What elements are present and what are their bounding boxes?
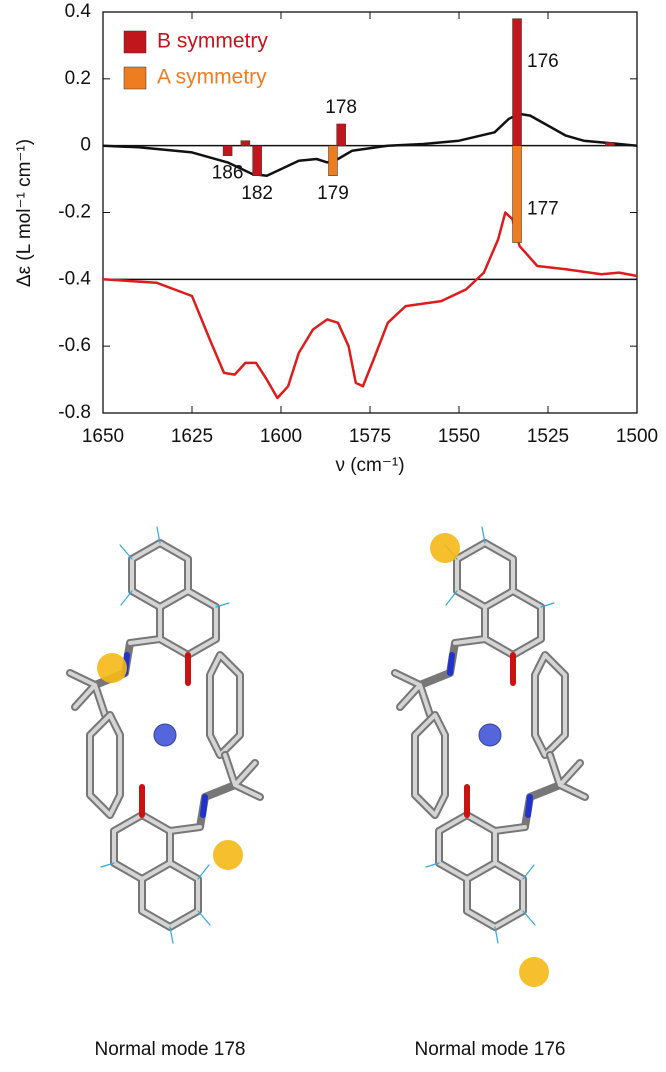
caption: Normal mode 176 (414, 1039, 565, 1060)
legend: B symmetry A symmetry (123, 30, 268, 90)
highlight (430, 533, 460, 563)
highlight (519, 957, 549, 987)
legend-swatch (123, 66, 147, 90)
molecule-left (70, 527, 260, 943)
stick-bar (222, 145, 233, 156)
spectrum-line (102, 211, 638, 400)
plot: 0.4 0.2 0 -0.2 -0.4 -0.6 -0.8 1650 1625 1600 1575 1… (58, 1, 658, 447)
stick-bar (328, 145, 338, 176)
y-tick-label: -0.6 (58, 335, 91, 356)
bar-label: 177 (527, 199, 559, 220)
y-tick-label: 0.2 (65, 68, 91, 89)
molecule-right (395, 527, 585, 943)
y-tick-label: -0.8 (58, 402, 91, 423)
y-tick-label: -0.2 (58, 202, 91, 223)
bar-label: 186 (212, 163, 244, 184)
stick-bar (512, 145, 522, 243)
x-tick-label: 1525 (527, 426, 569, 447)
y-tick-label: -0.4 (58, 268, 91, 289)
legend-label: A symmetry (157, 66, 267, 89)
stick-bar (605, 142, 615, 146)
bar-label: 178 (325, 97, 357, 118)
y-axis-title: Δε (L mol⁻¹ cm⁻¹) (14, 139, 35, 287)
x-tick-label: 1650 (82, 426, 124, 447)
legend-label: B symmetry (157, 30, 268, 53)
highlight (97, 653, 127, 683)
highlight (213, 840, 243, 870)
x-axis-title: ν (cm⁻¹) (335, 455, 404, 476)
stick-bar (512, 18, 522, 146)
y-tick-label: 0 (80, 135, 91, 156)
x-tick-label: 1500 (616, 426, 658, 447)
caption: Normal mode 178 (94, 1039, 245, 1060)
stick-bar (336, 123, 346, 146)
y-tick-label: 0.4 (65, 1, 92, 22)
legend-swatch (123, 30, 147, 54)
bar-label: 179 (317, 183, 349, 204)
x-tick-label: 1625 (171, 426, 213, 447)
stick-bar (252, 145, 262, 176)
spectrum-line (102, 112, 638, 177)
x-tick-label: 1600 (260, 426, 302, 447)
x-tick-label: 1575 (349, 426, 391, 447)
bar-label: 176 (527, 51, 559, 72)
x-tick-label: 1550 (438, 426, 480, 447)
stick-bar (240, 140, 251, 146)
bar-label: 182 (241, 183, 273, 204)
